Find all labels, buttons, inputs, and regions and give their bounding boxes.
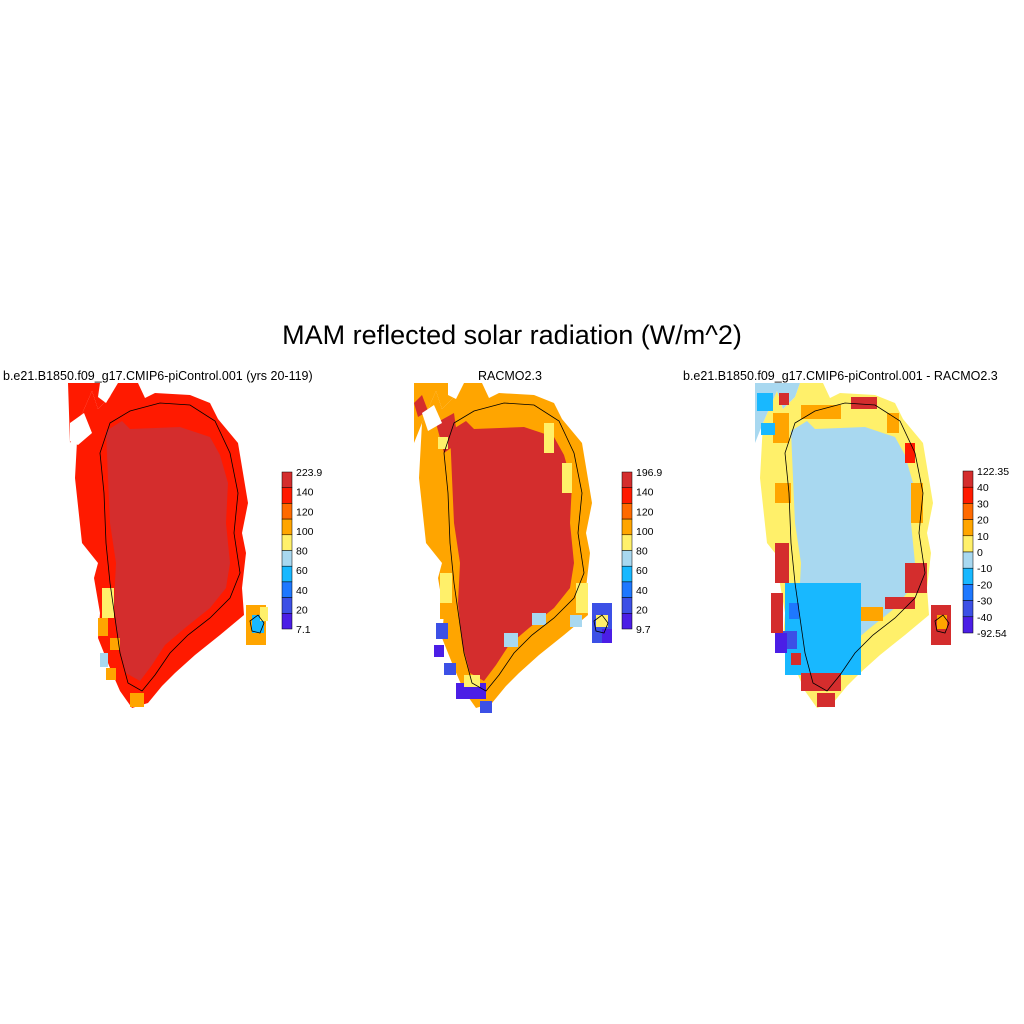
colorbar-3-label: 20 [977, 515, 989, 527]
colorbar-3-box [962, 551, 974, 569]
colorbar-2-box [621, 518, 633, 536]
colorbar-2-box [621, 597, 633, 614]
colorbar-1-box [281, 550, 293, 567]
colorbar-2-box [621, 534, 633, 551]
colorbar-2: 196.9 140 120 100 80 60 40 20 9.7 [621, 467, 662, 636]
colorbar-3-box [962, 486, 974, 504]
colorbar-1-box [281, 613, 293, 630]
colorbar-3-box [962, 616, 974, 634]
colorbar-2-box [621, 471, 633, 488]
colorbar-1-box [281, 487, 293, 504]
colorbar-2-box [621, 613, 633, 630]
colorbar-3-label: 10 [977, 531, 989, 543]
panel-1-title: b.e21.B1850.f09_g17.CMIP6-piControl.001 … [3, 369, 313, 383]
colorbar-3-label: -30 [977, 596, 992, 608]
colorbar-2-label: 80 [636, 546, 648, 558]
colorbar-1: 223.9 140 120 100 80 60 40 20 7.1 [281, 467, 322, 636]
colorbar-1-label: 60 [296, 565, 308, 577]
colorbar-3-label: 122.35 [977, 466, 1009, 478]
colorbar-1-label: 223.9 [296, 467, 322, 479]
colorbar-1-box [281, 503, 293, 520]
colorbar-3-label: -40 [977, 612, 992, 624]
colorbar-3-label: 0 [977, 547, 983, 559]
colorbar-2-label: 60 [636, 565, 648, 577]
colorbar-1-label: 40 [296, 585, 308, 597]
colorbar-2-label: 196.9 [636, 467, 662, 479]
colorbar-1-label: 140 [296, 487, 314, 499]
colorbar-3-box [962, 470, 974, 488]
colorbar-2-label: 20 [636, 604, 648, 616]
colorbar-1-label: 20 [296, 604, 308, 616]
colorbar-1-box [281, 565, 293, 583]
colorbar-1-box [281, 471, 293, 488]
colorbar-3-box [962, 567, 974, 585]
colorbar-1-box [281, 518, 293, 536]
colorbar-3-label: 40 [977, 482, 989, 494]
colorbar-2-label: 140 [636, 487, 654, 499]
colorbar-3-box [962, 584, 974, 601]
colorbar-1-label: 120 [296, 506, 314, 518]
colorbar-3-label: -10 [977, 563, 992, 575]
colorbar-2-box [621, 487, 633, 504]
colorbar-3-box [962, 600, 974, 618]
colorbar-3-label: -20 [977, 579, 992, 591]
colorbar-3-box [962, 519, 974, 537]
colorbar-1-box [281, 534, 293, 551]
colorbar-1-label: 100 [296, 526, 314, 538]
colorbar-3-label: -92.54 [977, 628, 1007, 640]
colorbar-2-label: 40 [636, 585, 648, 597]
colorbar-2-box [621, 550, 633, 567]
colorbar-1-label: 7.1 [296, 624, 311, 636]
panel-2-title: RACMO2.3 [478, 369, 542, 383]
colorbar-2-label: 100 [636, 526, 654, 538]
colorbar-1-label: 80 [296, 546, 308, 558]
colorbar-2-box [621, 503, 633, 520]
colorbar-3: 122.35 40 30 20 10 0 -10 -20 -30 -40 -92.54 [962, 466, 1009, 640]
colorbar-3-box [962, 535, 974, 553]
colorbar-3-label: 30 [977, 498, 989, 510]
colorbar-3-box [962, 503, 974, 520]
map-panel-2 [414, 383, 612, 713]
figure-title: MAM reflected solar radiation (W/m^2) [282, 320, 742, 350]
colorbar-1-box [281, 597, 293, 614]
colorbar-2-box [621, 565, 633, 583]
colorbar-1-box [281, 581, 293, 598]
colorbar-2-box [621, 581, 633, 598]
colorbar-2-label: 120 [636, 506, 654, 518]
colorbar-2-label: 9.7 [636, 624, 651, 636]
panel-3-title: b.e21.B1850.f09_g17.CMIP6-piControl.001 … [683, 369, 998, 383]
map-panel-3 [755, 383, 951, 708]
map-panel-1 [68, 383, 268, 708]
